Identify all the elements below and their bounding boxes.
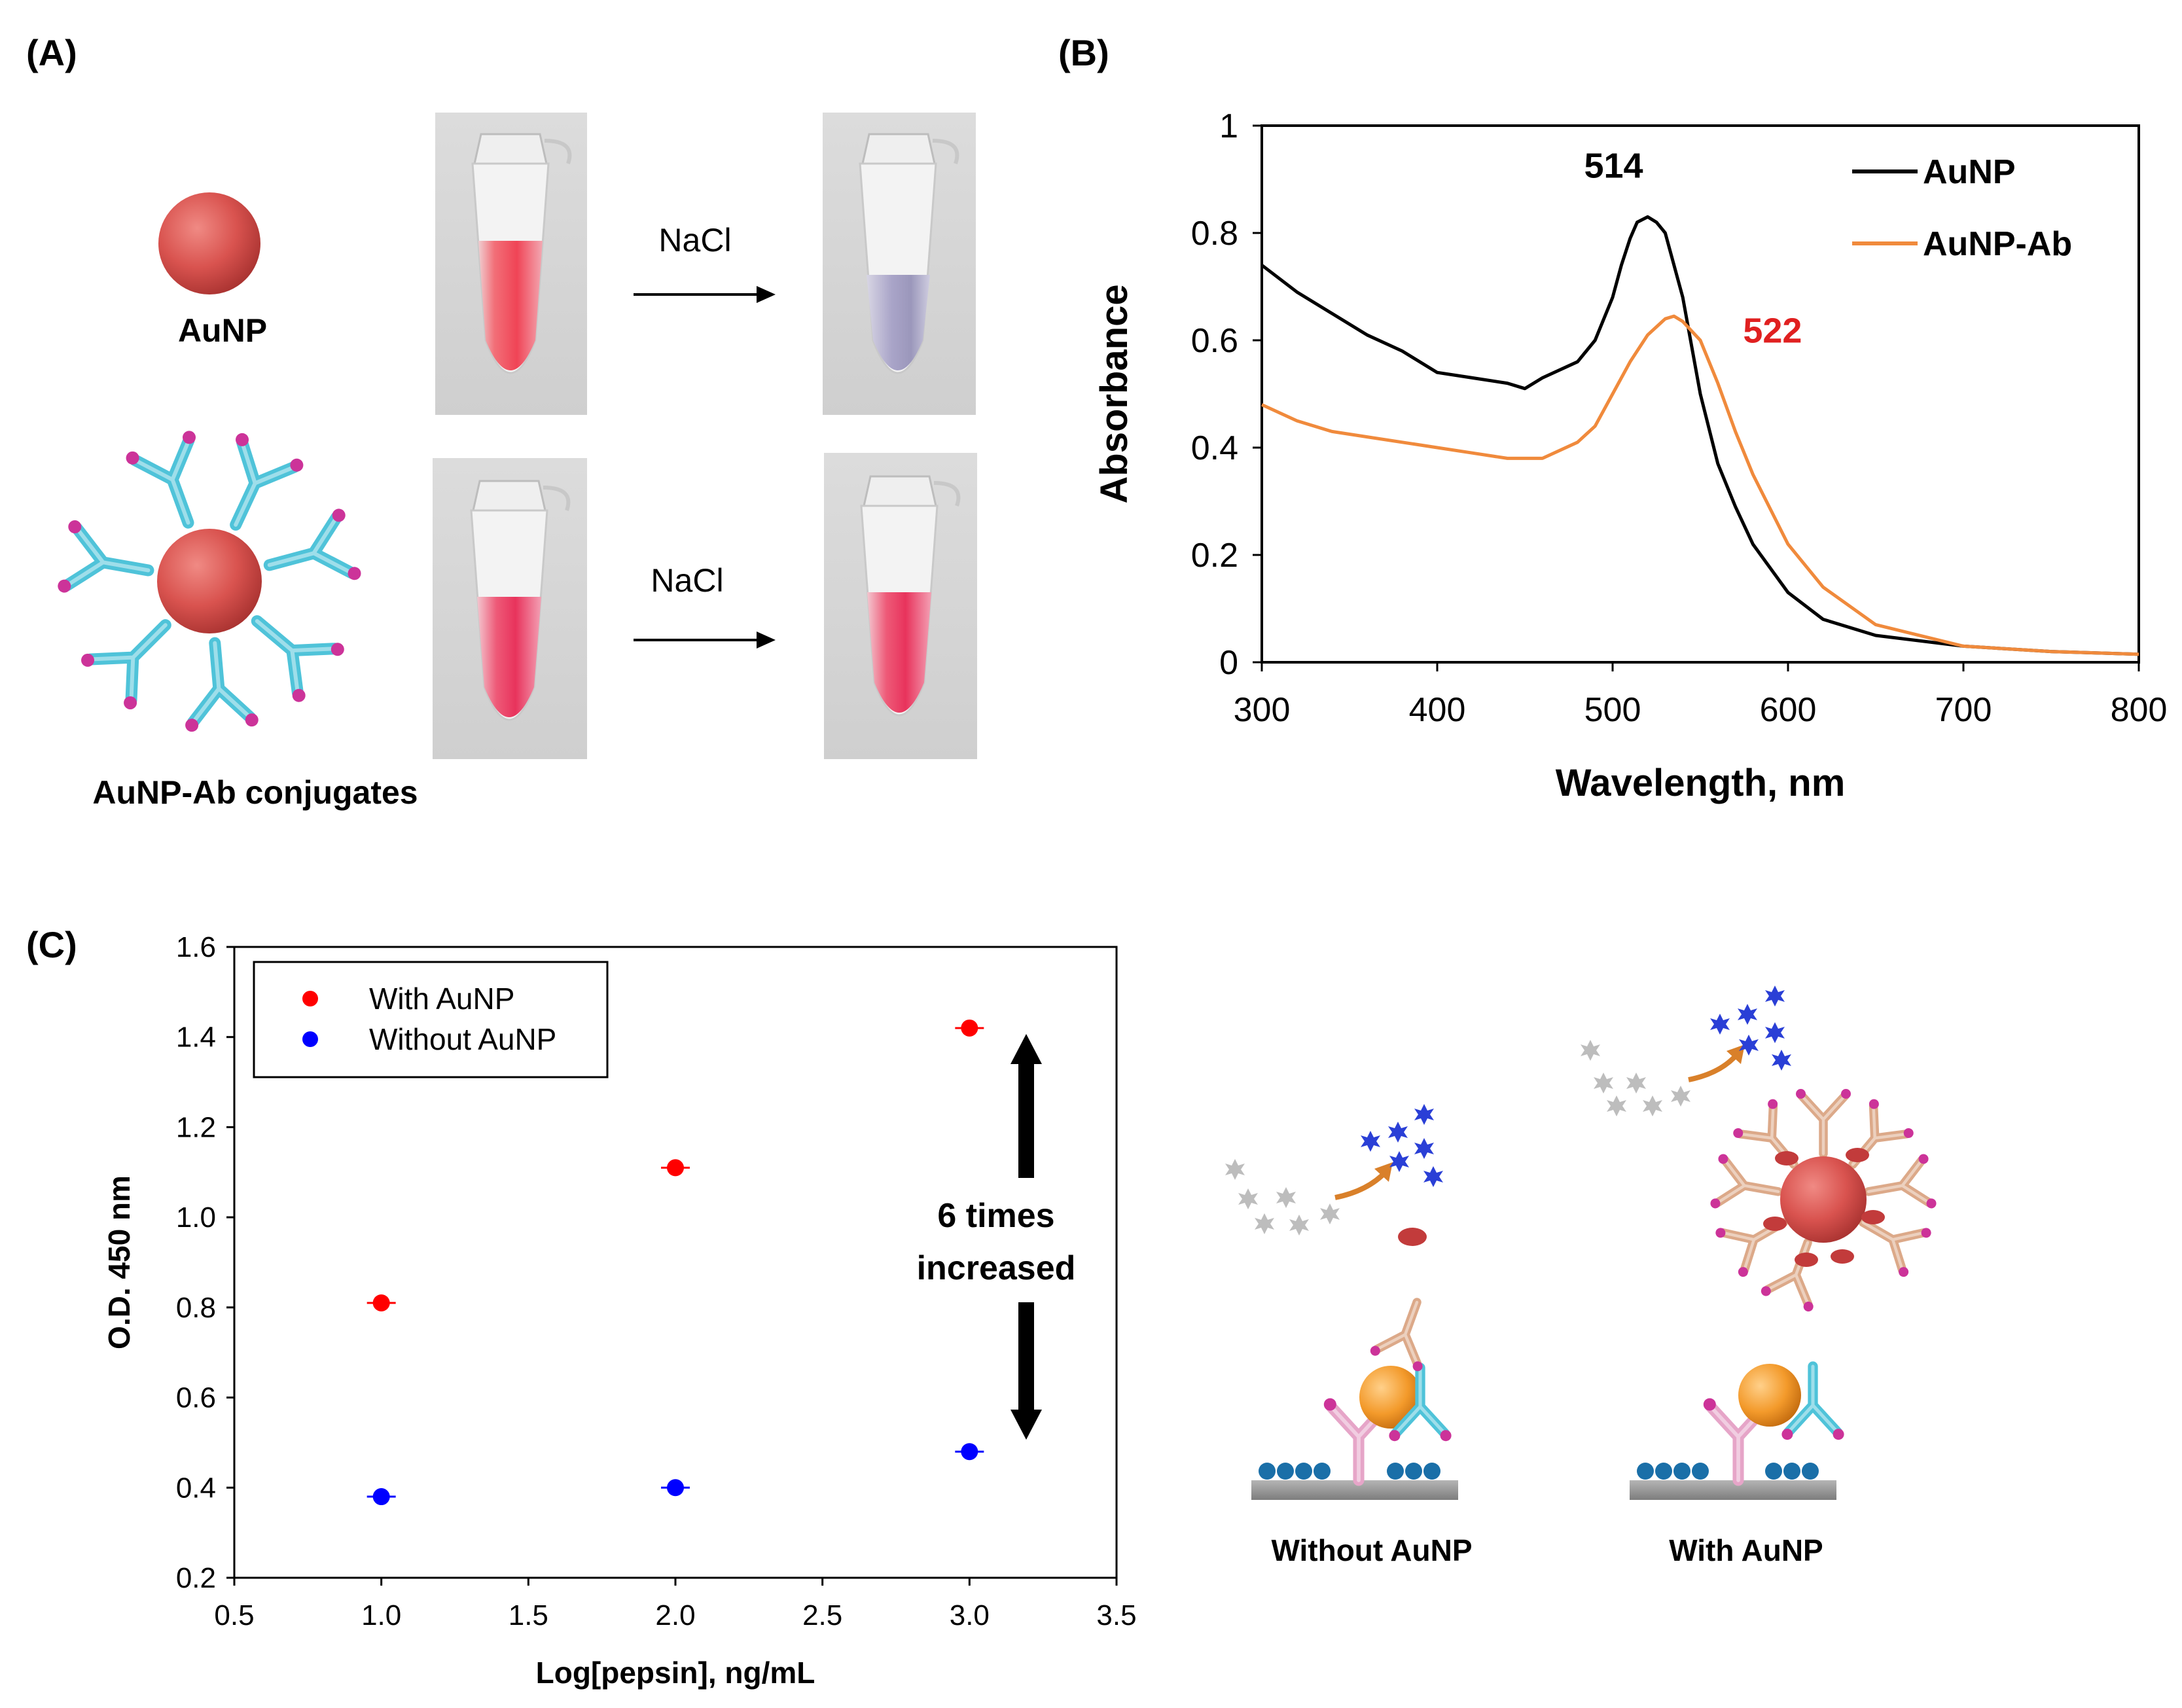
spectrum-chart: 300 400 500 600 700 800 0 0.2 0.4 0.6 0.8 1 Waveleng… bbox=[1093, 107, 2167, 804]
data-point bbox=[667, 1479, 684, 1497]
scheme-without-aunp: Without AuNP bbox=[1225, 1104, 1473, 1567]
blocking-beads bbox=[1637, 1463, 1819, 1480]
y-tick-label: 0.2 bbox=[1191, 537, 1238, 575]
x-tick-label: 3.0 bbox=[950, 1599, 990, 1631]
data-point bbox=[961, 1019, 978, 1037]
y-tick-label: 1.6 bbox=[176, 931, 216, 963]
arrow-label-bottom: NaCl bbox=[651, 562, 723, 599]
aunp-antibody-conjugate-icon bbox=[1709, 1089, 1937, 1313]
x-tick-label: 2.0 bbox=[655, 1599, 695, 1631]
tube-photo-conjugate-after bbox=[824, 453, 977, 759]
panel-b: (B) 300 400 500 600 700 800 0 0.2 0.4 0.6 0.8 1 Wave… bbox=[1058, 32, 2167, 804]
enzyme-icon bbox=[1398, 1228, 1427, 1246]
aunp-ab-conjugate-icon bbox=[57, 429, 363, 732]
x-tick-label: 600 bbox=[1760, 691, 1817, 729]
y-tick-label: 0.4 bbox=[1191, 429, 1238, 467]
substrate bbox=[1630, 1480, 1836, 1500]
legend-label-0: AuNP bbox=[1923, 153, 2016, 191]
product-molecules-icon bbox=[1361, 1104, 1443, 1187]
data-point bbox=[961, 1443, 978, 1461]
tube-photo-aunp-before bbox=[435, 113, 587, 415]
secondary-antibody-icon bbox=[1369, 1293, 1443, 1373]
legend-marker-1 bbox=[302, 1031, 318, 1047]
conversion-arrow-icon bbox=[1688, 1052, 1740, 1082]
plot-frame bbox=[1261, 124, 2140, 664]
y-tick-label: 1.4 bbox=[176, 1022, 216, 1054]
y-tick-label: 0 bbox=[1219, 644, 1238, 682]
y-tick-label: 0.8 bbox=[176, 1292, 216, 1324]
peak-label-aunp: 514 bbox=[1584, 147, 1643, 186]
double-arrow-icon bbox=[1011, 1034, 1042, 1440]
legend-marker-0 bbox=[302, 991, 318, 1006]
arrow-right-icon bbox=[634, 286, 776, 303]
panel-a: (A) AuNP AuNP-Ab conjugates bbox=[26, 32, 977, 811]
arrow-right-icon bbox=[634, 632, 776, 649]
y-tick-label: 0.8 bbox=[1191, 215, 1238, 253]
product-molecules-icon bbox=[1710, 986, 1791, 1071]
aunp-label: AuNP bbox=[178, 312, 267, 349]
scheme-left-label: Without AuNP bbox=[1271, 1533, 1472, 1567]
peak-label-aunp-ab: 522 bbox=[1743, 311, 1802, 351]
panel-a-label: (A) bbox=[26, 32, 77, 73]
x-axis-title: Wavelength, nm bbox=[1556, 762, 1846, 804]
y-tick-label: 0.6 bbox=[1191, 322, 1238, 360]
legend-label-1: Without AuNP bbox=[369, 1022, 556, 1056]
blocking-beads bbox=[1259, 1463, 1440, 1480]
annotation-line-2: increased bbox=[917, 1249, 1076, 1287]
x-tick-label: 300 bbox=[1234, 691, 1291, 729]
conjugate-label: AuNP-Ab conjugates bbox=[92, 774, 418, 811]
y-axis-title: Absorbance bbox=[1093, 284, 1136, 503]
y-tick-label: 1 bbox=[1219, 107, 1238, 145]
panel-c-label: (C) bbox=[26, 924, 77, 965]
x-tick-label: 700 bbox=[1935, 691, 1992, 729]
data-point bbox=[372, 1488, 390, 1506]
panel-b-label: (B) bbox=[1058, 32, 1109, 73]
legend-box bbox=[253, 961, 609, 1078]
x-tick-label: 2.5 bbox=[802, 1599, 842, 1631]
arrow-label-top: NaCl bbox=[658, 222, 731, 258]
series-line-1 bbox=[1261, 314, 2139, 656]
scheme-right-label: With AuNP bbox=[1669, 1533, 1823, 1567]
y-tick-label: 1.2 bbox=[176, 1111, 216, 1143]
tube-photo-aunp-after bbox=[823, 113, 976, 415]
y-tick-label: 1.0 bbox=[176, 1201, 216, 1234]
y-tick-label: 0.4 bbox=[176, 1472, 216, 1504]
x-axis-title: Log[pepsin], ng/mL bbox=[536, 1656, 815, 1690]
antigen-sphere-icon bbox=[1738, 1364, 1801, 1427]
x-tick-label: 500 bbox=[1584, 691, 1641, 729]
conversion-arrow-icon bbox=[1334, 1169, 1388, 1200]
data-point bbox=[372, 1294, 390, 1311]
legend-label-1: AuNP-Ab bbox=[1923, 225, 2072, 263]
panel-c: (C) 0.5 1.0 1.5 2.0 2.5 3.0 3.5 0.2 0.4 0.6 0.8 1.0… bbox=[26, 924, 1937, 1690]
x-tick-label: 1.0 bbox=[361, 1599, 401, 1631]
scheme-with-aunp: With AuNP bbox=[1581, 986, 1937, 1567]
x-tick-label: 800 bbox=[2111, 691, 2168, 729]
x-tick-label: 400 bbox=[1409, 691, 1466, 729]
series-line-0 bbox=[1261, 215, 2139, 656]
od450-chart: 0.5 1.0 1.5 2.0 2.5 3.0 3.5 0.2 0.4 0.6 0.8 1.0 1.2 1… bbox=[102, 931, 1137, 1690]
x-tick-label: 0.5 bbox=[214, 1599, 254, 1631]
substrate-molecules-icon bbox=[1225, 1159, 1340, 1236]
x-tick-label: 3.5 bbox=[1096, 1599, 1136, 1631]
y-tick-label: 0.2 bbox=[176, 1562, 216, 1594]
legend-label-0: With AuNP bbox=[369, 982, 514, 1016]
x-tick-label: 1.5 bbox=[509, 1599, 548, 1631]
aunp-sphere-icon bbox=[158, 192, 260, 294]
annotation-line-1: 6 times bbox=[937, 1197, 1054, 1235]
y-axis-title: O.D. 450 nm bbox=[102, 1175, 136, 1349]
antigen-sphere-icon bbox=[1359, 1366, 1422, 1429]
tube-photo-conjugate-before bbox=[433, 458, 587, 759]
data-point bbox=[667, 1159, 684, 1177]
substrate-molecules-icon bbox=[1581, 1040, 1690, 1116]
y-tick-label: 0.6 bbox=[176, 1382, 216, 1414]
